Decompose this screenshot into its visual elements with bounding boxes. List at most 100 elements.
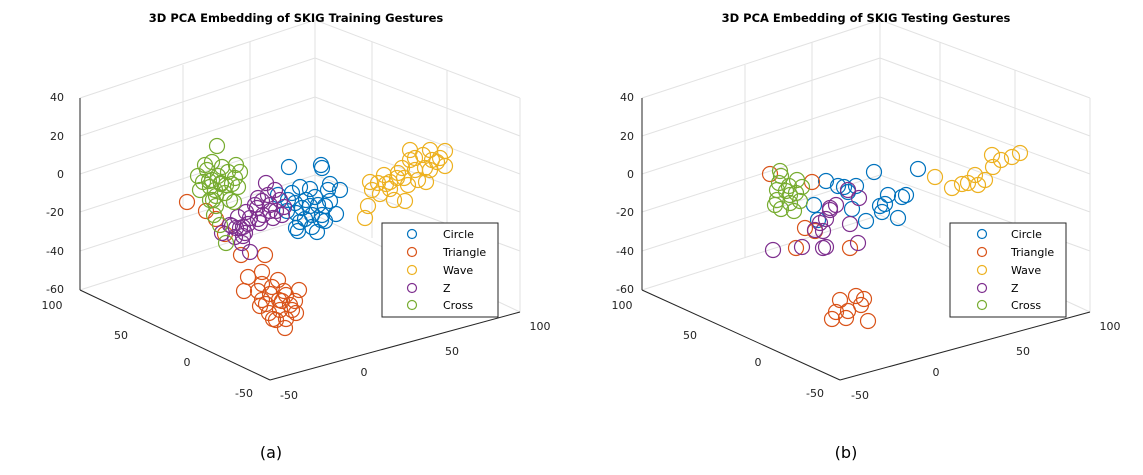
point-a-wave-26 bbox=[436, 157, 454, 175]
series-b-triangle bbox=[761, 165, 877, 330]
point-b-circle-15 bbox=[809, 211, 827, 229]
point-a-wave-12 bbox=[381, 180, 399, 198]
legend-a-label-wave: Wave bbox=[443, 264, 473, 277]
point-a-wave-24 bbox=[395, 169, 413, 187]
chart-title-a: 3D PCA Embedding of SKIG Training Gestur… bbox=[149, 11, 444, 25]
z-tick-a-1: 20 bbox=[50, 130, 64, 143]
legend-a-marker-triangle bbox=[406, 246, 418, 258]
point-a-cross-17 bbox=[205, 206, 223, 224]
point-b-triangle-14 bbox=[855, 290, 873, 308]
point-b-circle-8 bbox=[857, 212, 875, 230]
point-b-z-10 bbox=[764, 241, 782, 259]
point-b-wave-11 bbox=[966, 166, 984, 184]
point-a-triangle-26 bbox=[276, 319, 294, 337]
point-b-cross-6 bbox=[772, 200, 790, 218]
point-a-wave-16 bbox=[409, 171, 427, 189]
point-a-cross-16 bbox=[191, 181, 209, 199]
x-tick-b-1: 50 bbox=[683, 329, 697, 342]
point-a-circle-30 bbox=[306, 188, 324, 206]
point-a-triangle-8 bbox=[235, 282, 253, 300]
y-tick-labels-b: -50 0 50 100 bbox=[851, 320, 1120, 402]
point-b-circle-12 bbox=[897, 186, 915, 204]
point-b-triangle-10 bbox=[859, 312, 877, 330]
panel-a-grid bbox=[79, 19, 521, 381]
point-b-circle-16 bbox=[805, 196, 823, 214]
legend-a-label-cross: Cross bbox=[443, 299, 473, 312]
point-a-wave-29 bbox=[406, 149, 424, 167]
point-a-circle-19 bbox=[319, 181, 337, 199]
point-b-z-1 bbox=[850, 189, 868, 207]
point-a-cross-22 bbox=[213, 158, 231, 176]
point-a-triangle-6 bbox=[253, 263, 271, 281]
point-b-z-11 bbox=[841, 215, 859, 233]
point-b-z-12 bbox=[849, 234, 867, 252]
z-tick-b-5: -60 bbox=[616, 283, 634, 296]
legend-b-label-circle: Circle bbox=[1011, 228, 1042, 241]
legend-b-marker-triangle bbox=[976, 246, 988, 258]
point-a-triangle-28 bbox=[283, 301, 301, 319]
z-tick-a-5: -60 bbox=[46, 283, 64, 296]
point-a-circle-21 bbox=[331, 181, 349, 199]
point-a-cross-18 bbox=[211, 216, 229, 234]
point-a-wave-28 bbox=[359, 197, 377, 215]
z-tick-b-2: 0 bbox=[627, 168, 634, 181]
point-a-z-19 bbox=[236, 224, 254, 242]
series-a-wave bbox=[356, 141, 454, 227]
point-b-cross-0 bbox=[771, 162, 789, 180]
legend-b-label-triangle: Triangle bbox=[1010, 246, 1054, 259]
legend-b-label-cross: Cross bbox=[1011, 299, 1041, 312]
z-tick-labels-b: 40 20 0 -20 -40 -60 bbox=[616, 91, 634, 296]
point-a-triangle-22 bbox=[286, 292, 304, 310]
point-a-wave-11 bbox=[371, 185, 389, 203]
chart-title-b: 3D PCA Embedding of SKIG Testing Gesture… bbox=[722, 11, 1011, 25]
point-a-wave-14 bbox=[396, 192, 414, 210]
z-tick-a-4: -40 bbox=[46, 245, 64, 258]
legend-a-label-triangle: Triangle bbox=[442, 246, 486, 259]
point-b-circle-1 bbox=[829, 177, 847, 195]
point-a-cross-0 bbox=[208, 137, 226, 155]
point-b-circle-7 bbox=[873, 203, 891, 221]
point-a-cross-31 bbox=[203, 171, 221, 189]
y-tick-a-0: -50 bbox=[280, 389, 298, 402]
point-b-z-13 bbox=[817, 238, 835, 256]
point-b-cross-8 bbox=[791, 192, 809, 210]
point-a-circle-31 bbox=[301, 197, 319, 215]
point-b-circle-3 bbox=[847, 177, 865, 195]
point-a-triangle-31 bbox=[269, 271, 287, 289]
point-a-triangle-17 bbox=[277, 310, 295, 328]
point-a-z-10 bbox=[257, 174, 275, 192]
legend-b-label-z: Z bbox=[1011, 282, 1019, 295]
x-tick-a-1: 50 bbox=[114, 329, 128, 342]
legend-a-label-circle: Circle bbox=[443, 228, 474, 241]
point-a-wave-7 bbox=[393, 159, 411, 177]
point-a-triangle-25 bbox=[253, 291, 271, 309]
panel-b-axes bbox=[641, 98, 1091, 381]
legend-a-marker-wave bbox=[406, 264, 418, 276]
x-tick-a-0: 100 bbox=[42, 299, 63, 312]
legend-b-marker-wave bbox=[976, 264, 988, 276]
x-tick-a-2: 0 bbox=[184, 356, 191, 369]
point-a-wave-19 bbox=[406, 161, 424, 179]
point-b-cross-3 bbox=[777, 182, 795, 200]
point-a-wave-25 bbox=[431, 149, 449, 167]
point-b-z-14 bbox=[821, 199, 839, 217]
y-tick-b-1: 0 bbox=[933, 366, 940, 379]
point-a-z-22 bbox=[259, 186, 277, 204]
point-a-cross-19 bbox=[217, 234, 235, 252]
point-b-wave-10 bbox=[983, 146, 1001, 164]
y-tick-labels-a: -50 0 50 100 bbox=[280, 320, 550, 402]
point-a-z-24 bbox=[275, 198, 293, 216]
x-tick-a-3: -50 bbox=[235, 387, 253, 400]
caption-b: (b) bbox=[835, 443, 858, 462]
z-tick-b-3: -20 bbox=[616, 206, 634, 219]
point-a-cross-20 bbox=[225, 193, 243, 211]
point-a-triangle-5 bbox=[256, 246, 274, 264]
legend-a-marker-circle bbox=[406, 228, 418, 240]
legend-a: Circle Triangle Wave Z Cross bbox=[381, 222, 499, 318]
legend-b-marker-cross bbox=[976, 299, 988, 311]
point-a-cross-30 bbox=[226, 169, 244, 187]
legend-a-label-z: Z bbox=[443, 282, 451, 295]
point-a-triangle-0 bbox=[178, 193, 196, 211]
point-a-triangle-29 bbox=[267, 311, 285, 329]
